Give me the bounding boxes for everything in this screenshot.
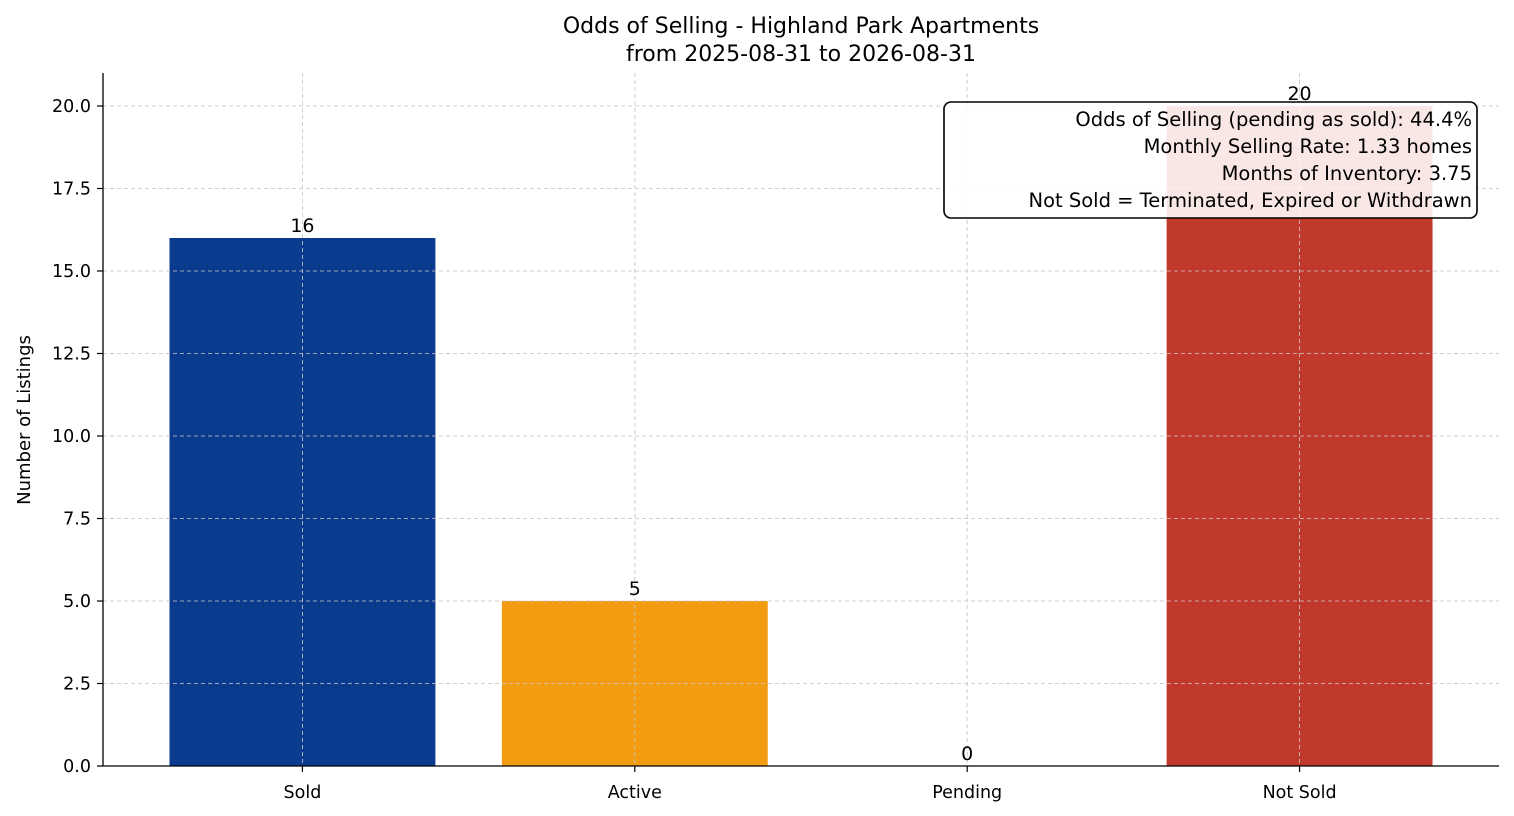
bar-value-label: 20 xyxy=(1287,83,1311,105)
y-tick-label: 7.5 xyxy=(63,510,91,530)
y-tick-label: 17.5 xyxy=(52,180,91,200)
annotation-box xyxy=(943,101,1478,219)
y-tick-label: 0.0 xyxy=(63,757,91,777)
y-tick-label: 10.0 xyxy=(52,427,91,447)
chart-title: Odds of Selling - Highland Park Apartmen… xyxy=(563,14,1039,39)
bar-value-label: 16 xyxy=(290,215,314,237)
annotation-line: Months of Inventory: 3.75 xyxy=(1222,162,1472,185)
y-tick-label: 2.5 xyxy=(63,675,91,695)
y-tick-label: 12.5 xyxy=(52,345,91,365)
bar-value-label: 0 xyxy=(961,743,973,765)
annotation-line: Monthly Selling Rate: 1.33 homes xyxy=(1144,135,1472,158)
bar-value-label: 5 xyxy=(629,578,641,600)
chart-subtitle: from 2025-08-31 to 2026-08-31 xyxy=(626,42,976,67)
y-tick-label: 15.0 xyxy=(52,262,91,282)
y-tick-label: 20.0 xyxy=(52,97,91,117)
x-tick-label: Not Sold xyxy=(1263,783,1337,803)
y-tick-label: 5.0 xyxy=(63,592,91,612)
x-tick-label: Active xyxy=(608,783,662,803)
annotation-line: Odds of Selling (pending as sold): 44.4% xyxy=(1075,108,1472,131)
annotation-line: Not Sold = Terminated, Expired or Withdr… xyxy=(1028,189,1472,212)
x-tick-label: Sold xyxy=(284,783,322,803)
x-tick-label: Pending xyxy=(932,783,1002,803)
y-axis-label: Number of Listings xyxy=(14,335,35,505)
